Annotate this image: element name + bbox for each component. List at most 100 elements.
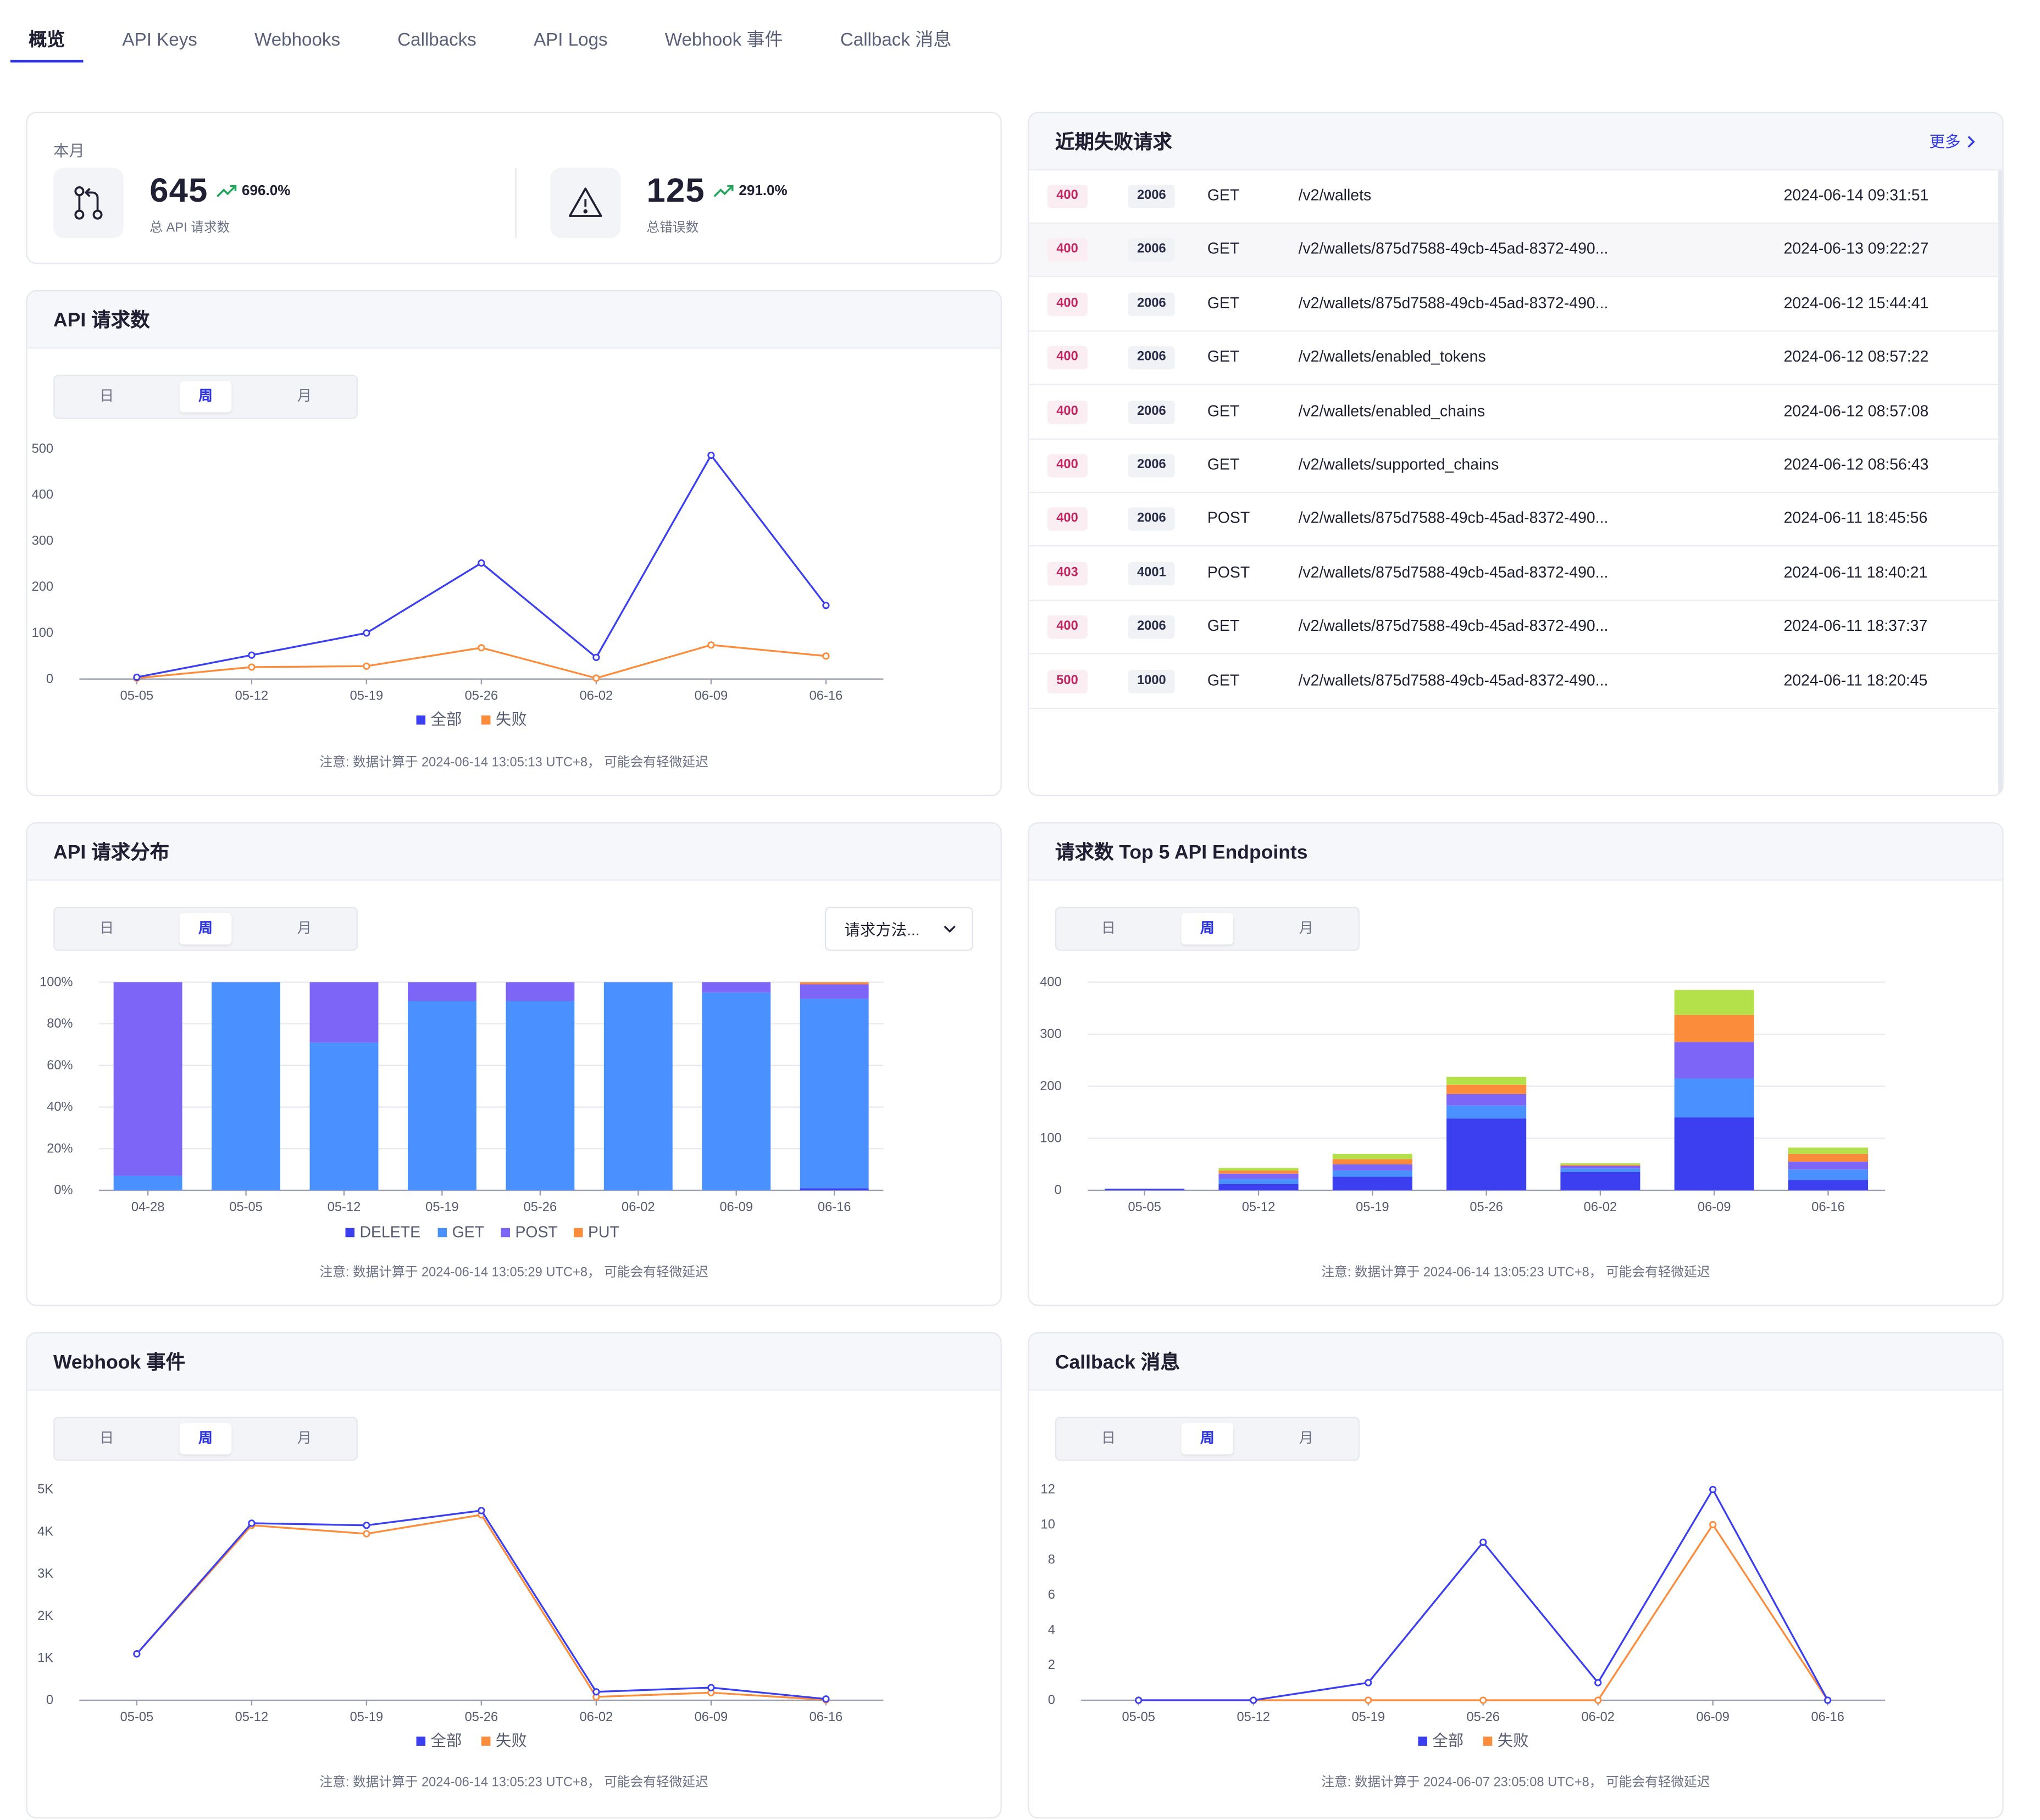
more-link[interactable]: 更多	[1930, 130, 1976, 152]
data-point	[707, 451, 715, 459]
x-tick-label: 06-09	[1696, 1710, 1729, 1724]
bar-segment	[1446, 1077, 1527, 1085]
x-tick-label: 06-09	[1698, 1200, 1731, 1214]
y-tick-label: 0	[46, 672, 53, 686]
path-cell: /v2/wallets/875d7588-49cb-45ad-8372-490.…	[1298, 240, 1609, 258]
data-point	[822, 602, 830, 609]
period-day[interactable]: 日	[99, 1431, 114, 1447]
data-point	[1135, 1696, 1143, 1704]
tab-webhook-events[interactable]: Webhook 事件	[664, 29, 783, 49]
distribution-card: API 请求分布 日 周 月 请求方法... 0% 20% 40% 60% 80% 100…	[26, 822, 1002, 1306]
bar-segment	[506, 1001, 575, 1191]
webhook-card: Webhook 事件 日 周 月 0 1K 2K 3K 4K 5K 05-05 05-12 05…	[26, 1332, 1002, 1819]
series-line-failed	[1138, 1523, 1829, 1701]
data-point	[133, 673, 141, 681]
period-week[interactable]: 周	[179, 913, 232, 945]
more-label: 更多	[1929, 132, 1961, 151]
y-tick-label: 5K	[37, 1483, 53, 1497]
period-month[interactable]: 月	[1299, 1431, 1313, 1447]
period-month[interactable]: 月	[1299, 921, 1313, 937]
data-point	[363, 629, 370, 637]
y-tick-label: 200	[32, 580, 53, 594]
status-badge: 400	[1047, 615, 1088, 639]
bar-segment	[1218, 1170, 1299, 1174]
table-row[interactable]: 400 2006 GET/v2/wallets/enabled_chains 2024…	[1029, 386, 2003, 440]
bar-segment	[1218, 1168, 1299, 1171]
x-tick-label: 05-26	[465, 689, 498, 703]
method-select[interactable]: 请求方法...	[824, 907, 973, 951]
error-code-badge: 2006	[1128, 454, 1176, 478]
bar-segment	[309, 1042, 379, 1191]
period-selector: 日 周 月	[53, 374, 358, 419]
y-tick-label: 40%	[47, 1100, 73, 1114]
trend-up-icon	[713, 184, 734, 197]
period-day[interactable]: 日	[99, 921, 114, 937]
x-tick-label: 06-09	[695, 689, 728, 703]
tab-api-keys[interactable]: API Keys	[122, 29, 197, 49]
period-week[interactable]: 周	[1181, 1423, 1234, 1455]
bar-segment	[309, 982, 379, 1043]
time-cell: 2024-06-12 15:44:41	[1783, 293, 1929, 312]
table-row[interactable]: 403 4001 POST/v2/wallets/875d7588-49cb-45a…	[1029, 547, 2003, 601]
bar-segment	[1332, 1159, 1412, 1164]
data-point	[1709, 1521, 1717, 1529]
table-row[interactable]: 400 2006 GET/v2/wallets/875d7588-49cb-45ad…	[1029, 278, 2003, 332]
bar-segment	[1332, 1177, 1412, 1191]
legend-label: PUT	[588, 1223, 619, 1241]
data-point	[248, 651, 256, 659]
period-day[interactable]: 日	[1101, 1431, 1116, 1447]
failed-requests-title: 近期失败请求	[1055, 131, 1172, 154]
data-point	[1709, 1485, 1717, 1494]
tab-callback-messages[interactable]: Callback 消息	[840, 29, 952, 49]
period-day[interactable]: 日	[99, 389, 114, 405]
bar-segment	[407, 1001, 476, 1191]
x-tick-label: 05-12	[1237, 1710, 1270, 1724]
x-tick-label: 05-26	[524, 1200, 557, 1214]
method-cell: GET	[1207, 617, 1240, 635]
y-tick-label: 500	[32, 442, 53, 456]
period-month[interactable]: 月	[297, 1431, 312, 1447]
tab-overview[interactable]: 概览	[10, 15, 84, 63]
table-row[interactable]: 500 1000 GET/v2/wallets/875d7588-49cb-45ad…	[1029, 655, 2003, 709]
legend-label: 全部	[431, 711, 462, 729]
legend-label: 失败	[496, 711, 527, 729]
period-month[interactable]: 月	[297, 921, 312, 937]
total-requests-growth: 696.0%	[242, 182, 291, 199]
time-cell: 2024-06-11 18:45:56	[1783, 509, 1928, 528]
tab-webhooks[interactable]: Webhooks	[254, 29, 341, 49]
data-point	[1824, 1696, 1832, 1704]
tab-callbacks[interactable]: Callbacks	[397, 29, 476, 49]
data-point	[1594, 1679, 1602, 1686]
x-tick-label: 05-12	[1242, 1200, 1276, 1214]
tab-bar: 概览 API Keys Webhooks Callbacks API Logs …	[10, 15, 1006, 63]
period-week[interactable]: 周	[179, 381, 232, 413]
scrollbar[interactable]	[1998, 170, 2003, 795]
table-row[interactable]: 400 2006 POST/v2/wallets/875d7588-49cb-45a…	[1029, 493, 2003, 547]
period-month[interactable]: 月	[297, 389, 312, 405]
table-row[interactable]: 400 2006 GET/v2/wallets/enabled_tokens 2024…	[1029, 332, 2003, 386]
method-cell: POST	[1207, 509, 1250, 528]
metric-total-errors: 125 291.0% 总错误数	[550, 168, 788, 238]
bar-segment	[800, 982, 869, 985]
period-week[interactable]: 周	[179, 1423, 232, 1455]
x-tick-label: 05-05	[120, 1710, 154, 1724]
bar-segment	[1218, 1173, 1299, 1179]
x-tick-label: 06-16	[810, 689, 843, 703]
x-tick-label: 05-26	[465, 1710, 498, 1724]
table-row[interactable]: 400 2006 GET/v2/wallets/875d7588-49cb-45ad…	[1029, 224, 2003, 278]
path-cell: /v2/wallets/enabled_tokens	[1298, 347, 1486, 366]
period-day[interactable]: 日	[1101, 921, 1116, 937]
y-tick-label: 6	[1048, 1588, 1055, 1602]
y-tick-label: 2K	[37, 1609, 53, 1623]
table-row[interactable]: 400 2006 GET/v2/wallets/875d7588-49cb-45ad…	[1029, 601, 2003, 655]
bar-segment	[1674, 1117, 1754, 1191]
tab-api-logs[interactable]: API Logs	[534, 29, 608, 49]
time-cell: 2024-06-12 08:57:22	[1783, 347, 1929, 366]
table-row[interactable]: 400 2006 GET/v2/wallets 2024-06-14 09:31:51	[1029, 170, 2003, 224]
bar-segment	[800, 998, 869, 1189]
y-tick-label: 10	[1041, 1518, 1055, 1532]
period-week[interactable]: 周	[1181, 913, 1234, 945]
table-row[interactable]: 400 2006 GET/v2/wallets/supported_chains 20…	[1029, 440, 2003, 493]
bar-segment	[1788, 1153, 1869, 1162]
bar-segment	[1560, 1163, 1640, 1165]
